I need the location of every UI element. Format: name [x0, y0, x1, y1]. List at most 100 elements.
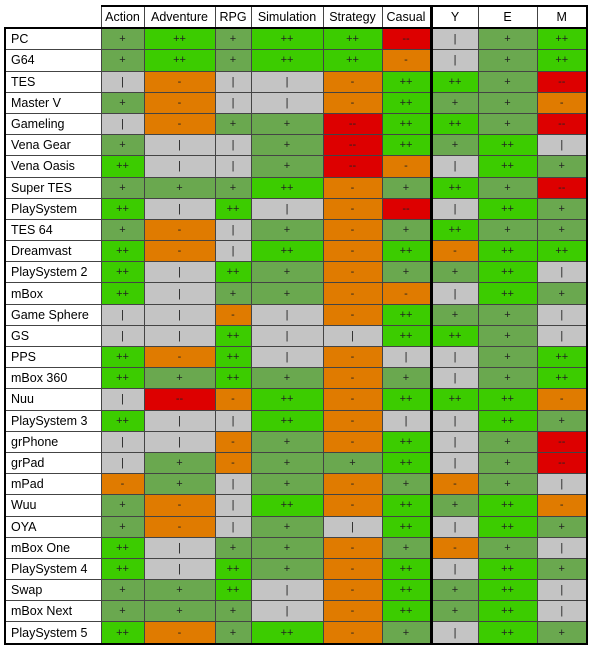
rating-cell: ++ — [536, 49, 588, 72]
row-label: Dreamvast — [4, 240, 102, 263]
column-header: Strategy — [322, 4, 383, 30]
row-label: mBox Next — [4, 600, 102, 623]
rating-cell: + — [429, 91, 479, 114]
rating-cell: + — [322, 451, 383, 475]
rating-cell: - — [322, 409, 383, 432]
rating-cell: + — [100, 218, 145, 242]
rating-cell: ++ — [477, 621, 538, 645]
column-header: Adventure — [143, 4, 216, 30]
rating-cell: ++ — [100, 557, 145, 581]
column-header: RPG — [214, 4, 252, 30]
column-header: M — [536, 4, 588, 30]
rating-cell: | — [214, 240, 252, 263]
rating-cell: + — [100, 579, 145, 602]
column-header: Y — [429, 4, 479, 30]
rating-cell: - — [381, 282, 432, 305]
table-row: PC + ++ + ++ ++ -- | + ++ — [4, 27, 588, 51]
rating-cell: | — [250, 345, 324, 369]
rating-cell: ++ — [381, 134, 432, 157]
rating-cell: ++ — [100, 240, 145, 263]
rating-cell: ++ — [429, 112, 479, 136]
rating-cell: ++ — [381, 515, 432, 538]
rating-cell: | — [429, 345, 479, 369]
rating-cell: - — [322, 218, 383, 242]
rating-cell: + — [100, 494, 145, 517]
column-header: E — [477, 4, 538, 30]
row-label: GS — [4, 324, 102, 348]
row-label: PC — [4, 27, 102, 51]
rating-cell: + — [477, 49, 538, 72]
table-row: grPhone | | - + - ++ | + -- — [4, 430, 588, 453]
rating-cell: ++ — [477, 134, 538, 157]
row-label: G64 — [4, 49, 102, 72]
rating-cell: | — [214, 409, 252, 432]
rating-cell: - — [322, 197, 383, 220]
rating-cell: ++ — [477, 557, 538, 581]
rating-cell: + — [536, 197, 588, 220]
rating-cell: - — [536, 494, 588, 517]
rating-cell: ++ — [429, 176, 479, 199]
rating-cell: | — [429, 430, 479, 453]
rating-cell: - — [322, 621, 383, 645]
rating-cell: | — [214, 473, 252, 496]
rating-cell: + — [214, 282, 252, 305]
rating-cell: ++ — [429, 70, 479, 93]
row-label: mBox One — [4, 536, 102, 559]
rating-cell: | — [536, 134, 588, 157]
rating-cell: ++ — [477, 261, 538, 284]
rating-cell: ++ — [250, 27, 324, 51]
table-row: PlaySystem 3 ++ | | ++ - | | ++ + — [4, 409, 588, 432]
rating-cell: - — [536, 388, 588, 411]
row-label: grPad — [4, 451, 102, 475]
rating-cell: + — [477, 345, 538, 369]
rating-cell: ++ — [381, 557, 432, 581]
rating-cell: + — [477, 451, 538, 475]
rating-cell: | — [143, 155, 216, 178]
rating-cell: + — [536, 155, 588, 178]
rating-cell: + — [477, 91, 538, 114]
rating-cell: ++ — [429, 388, 479, 411]
rating-cell: + — [100, 134, 145, 157]
rating-cell: ++ — [381, 430, 432, 453]
rating-cell: | — [100, 451, 145, 475]
rating-cell: + — [477, 367, 538, 390]
rating-cell: | — [429, 27, 479, 51]
table-row: PPS ++ - ++ | - | | + ++ — [4, 345, 588, 369]
rating-cell: | — [429, 621, 479, 645]
rating-cell: + — [250, 155, 324, 178]
rating-cell: | — [429, 282, 479, 305]
rating-cell: - — [143, 112, 216, 136]
row-label: TES — [4, 70, 102, 93]
rating-cell: - — [143, 91, 216, 114]
rating-cell: + — [250, 112, 324, 136]
rating-cell: | — [250, 303, 324, 326]
rating-cell: ++ — [322, 27, 383, 51]
rating-cell: ++ — [100, 282, 145, 305]
rating-cell: + — [250, 536, 324, 559]
rating-cell: - — [322, 91, 383, 114]
rating-cell: - — [536, 91, 588, 114]
rating-cell: | — [429, 367, 479, 390]
rating-cell: | — [214, 218, 252, 242]
rating-cell: | — [100, 430, 145, 453]
rating-cell: -- — [322, 155, 383, 178]
rating-cell: - — [322, 430, 383, 453]
rating-cell: + — [477, 473, 538, 496]
rating-cell: -- — [381, 27, 432, 51]
rating-cell: + — [214, 176, 252, 199]
table-row: TES 64 + - | + - + ++ + + — [4, 218, 588, 242]
row-label: grPhone — [4, 430, 102, 453]
rating-cell: ++ — [429, 324, 479, 348]
rating-cell: | — [536, 536, 588, 559]
table-row: PlaySystem ++ | ++ | - -- | ++ + — [4, 197, 588, 220]
table-row: Master V + - | | - ++ + + - — [4, 91, 588, 114]
rating-cell: + — [143, 473, 216, 496]
rating-cell: | — [143, 261, 216, 284]
column-header: Action — [100, 4, 145, 30]
rating-cell: | — [250, 600, 324, 623]
rating-cell: - — [322, 494, 383, 517]
rating-cell: ++ — [250, 176, 324, 199]
rating-cell: ++ — [477, 155, 538, 178]
table-row: mPad - + | + - + - + | — [4, 473, 588, 496]
